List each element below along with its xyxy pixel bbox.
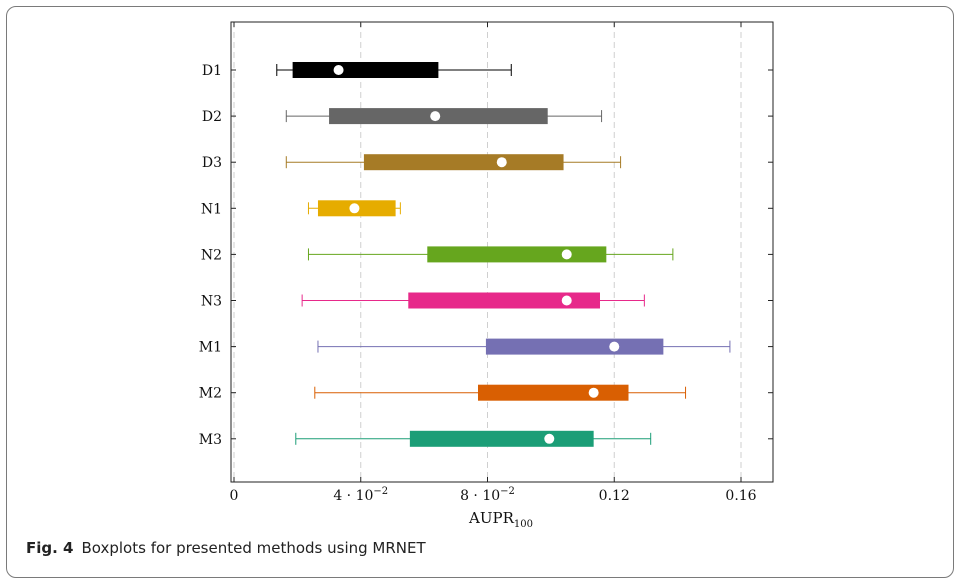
- box-n2: [307, 246, 674, 263]
- y-tick-label-m3: M3: [199, 432, 222, 448]
- y-tick-label-m1: M1: [199, 340, 222, 356]
- x-tick-label: 4 · 10−2: [333, 486, 388, 504]
- iqr-box: [363, 154, 564, 171]
- mean-marker: [561, 295, 572, 306]
- figure-caption: Fig. 4 Boxplots for presented methods usi…: [26, 539, 426, 557]
- x-tick-label: 0.12: [599, 488, 630, 504]
- mean-marker: [430, 111, 441, 122]
- x-tick-label-main: 0: [230, 488, 239, 504]
- mean-marker: [609, 341, 620, 352]
- plot-area: [230, 21, 774, 483]
- box-d1: [276, 62, 512, 78]
- x-tick-label-exponent: −2: [500, 486, 515, 497]
- mean-marker: [496, 157, 507, 168]
- x-tick-label-main: 4 · 10: [333, 488, 373, 504]
- y-tick-label-n1: N1: [201, 201, 222, 217]
- box-d2: [285, 108, 603, 125]
- figure-label: Fig. 4: [26, 539, 74, 557]
- boxes: [276, 62, 731, 447]
- x-tick-label: 8 · 10−2: [460, 486, 515, 504]
- mean-marker: [561, 249, 572, 260]
- mean-marker: [333, 65, 344, 75]
- y-tick-label-m2: M2: [199, 386, 222, 402]
- x-axis-title-main: AUPR: [468, 509, 515, 527]
- y-axis-labels: D1 D2 D3 N1 N2 N3 M1 M2 M3: [199, 63, 222, 448]
- y-tick-label-n3: N3: [201, 294, 222, 310]
- iqr-box: [485, 338, 664, 355]
- y-tick-label-d2: D2: [202, 109, 222, 125]
- iqr-box: [408, 292, 600, 309]
- x-tick-label-main: 0.16: [725, 488, 756, 504]
- box-m2: [314, 384, 687, 401]
- y-tick-label-d3: D3: [202, 155, 222, 171]
- y-tick-label-d1: D1: [202, 63, 222, 79]
- y-tick-label-n2: N2: [201, 247, 222, 263]
- x-tick-label: 0.16: [725, 488, 756, 504]
- x-tick-label-main: 8 · 10: [460, 488, 500, 504]
- mean-marker: [349, 203, 360, 214]
- mean-marker: [544, 433, 555, 444]
- box-d3: [285, 154, 622, 171]
- box-n1: [307, 200, 401, 217]
- x-tick-label-main: 0.12: [599, 488, 630, 504]
- x-tick-label: 0: [230, 488, 239, 504]
- mean-marker: [588, 387, 599, 398]
- box-n3: [301, 292, 645, 309]
- iqr-box: [292, 62, 439, 78]
- box-m3: [295, 430, 652, 447]
- iqr-box: [427, 246, 607, 263]
- x-axis-title: AUPR100: [468, 509, 533, 530]
- figure-frame: [6, 6, 954, 578]
- iqr-box: [409, 430, 594, 447]
- x-axis-title-sub: 100: [514, 519, 533, 530]
- x-tick-label-exponent: −2: [373, 486, 388, 497]
- iqr-box: [477, 384, 629, 401]
- box-m1: [317, 338, 731, 355]
- caption-text: Boxplots for presented methods using MRN…: [81, 539, 426, 557]
